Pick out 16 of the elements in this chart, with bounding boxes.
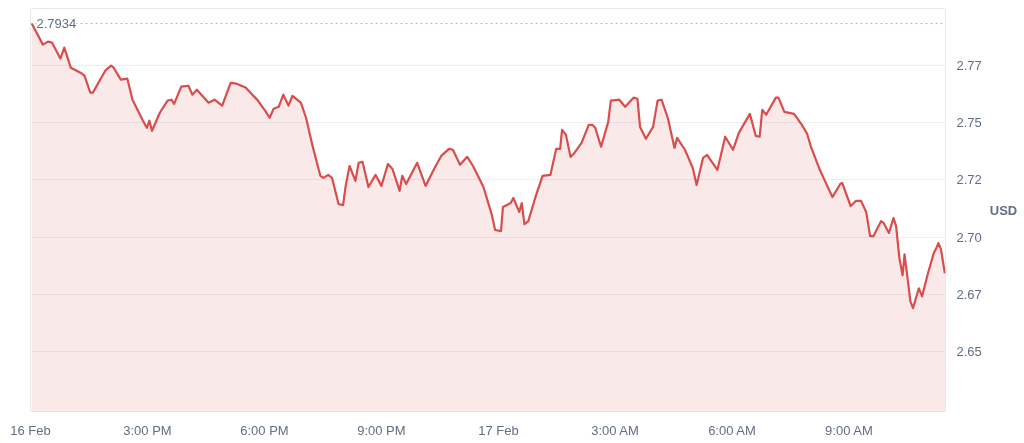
y-tick-label: 2.75 <box>956 115 982 131</box>
y-tick-label: 2.70 <box>956 229 982 245</box>
ref-line-label: 2.7934 <box>36 16 77 32</box>
x-tick-label: 16 Feb <box>10 422 51 438</box>
x-tick-label: 9:00 PM <box>357 422 406 438</box>
x-tick-label: 17 Feb <box>478 422 519 438</box>
x-tick-label: 6:00 AM <box>708 422 756 438</box>
y-axis-title: USD <box>989 202 1018 218</box>
x-tick-label: 6:00 PM <box>240 422 289 438</box>
y-tick-label: 2.77 <box>956 58 982 74</box>
y-tick-label: 2.65 <box>956 343 982 359</box>
y-tick-label: 2.72 <box>956 172 982 188</box>
y-tick-label: 2.67 <box>956 286 982 302</box>
x-tick-label: 3:00 PM <box>123 422 172 438</box>
x-tick-label: 9:00 AM <box>825 422 873 438</box>
x-tick-label: 3:00 AM <box>591 422 639 438</box>
